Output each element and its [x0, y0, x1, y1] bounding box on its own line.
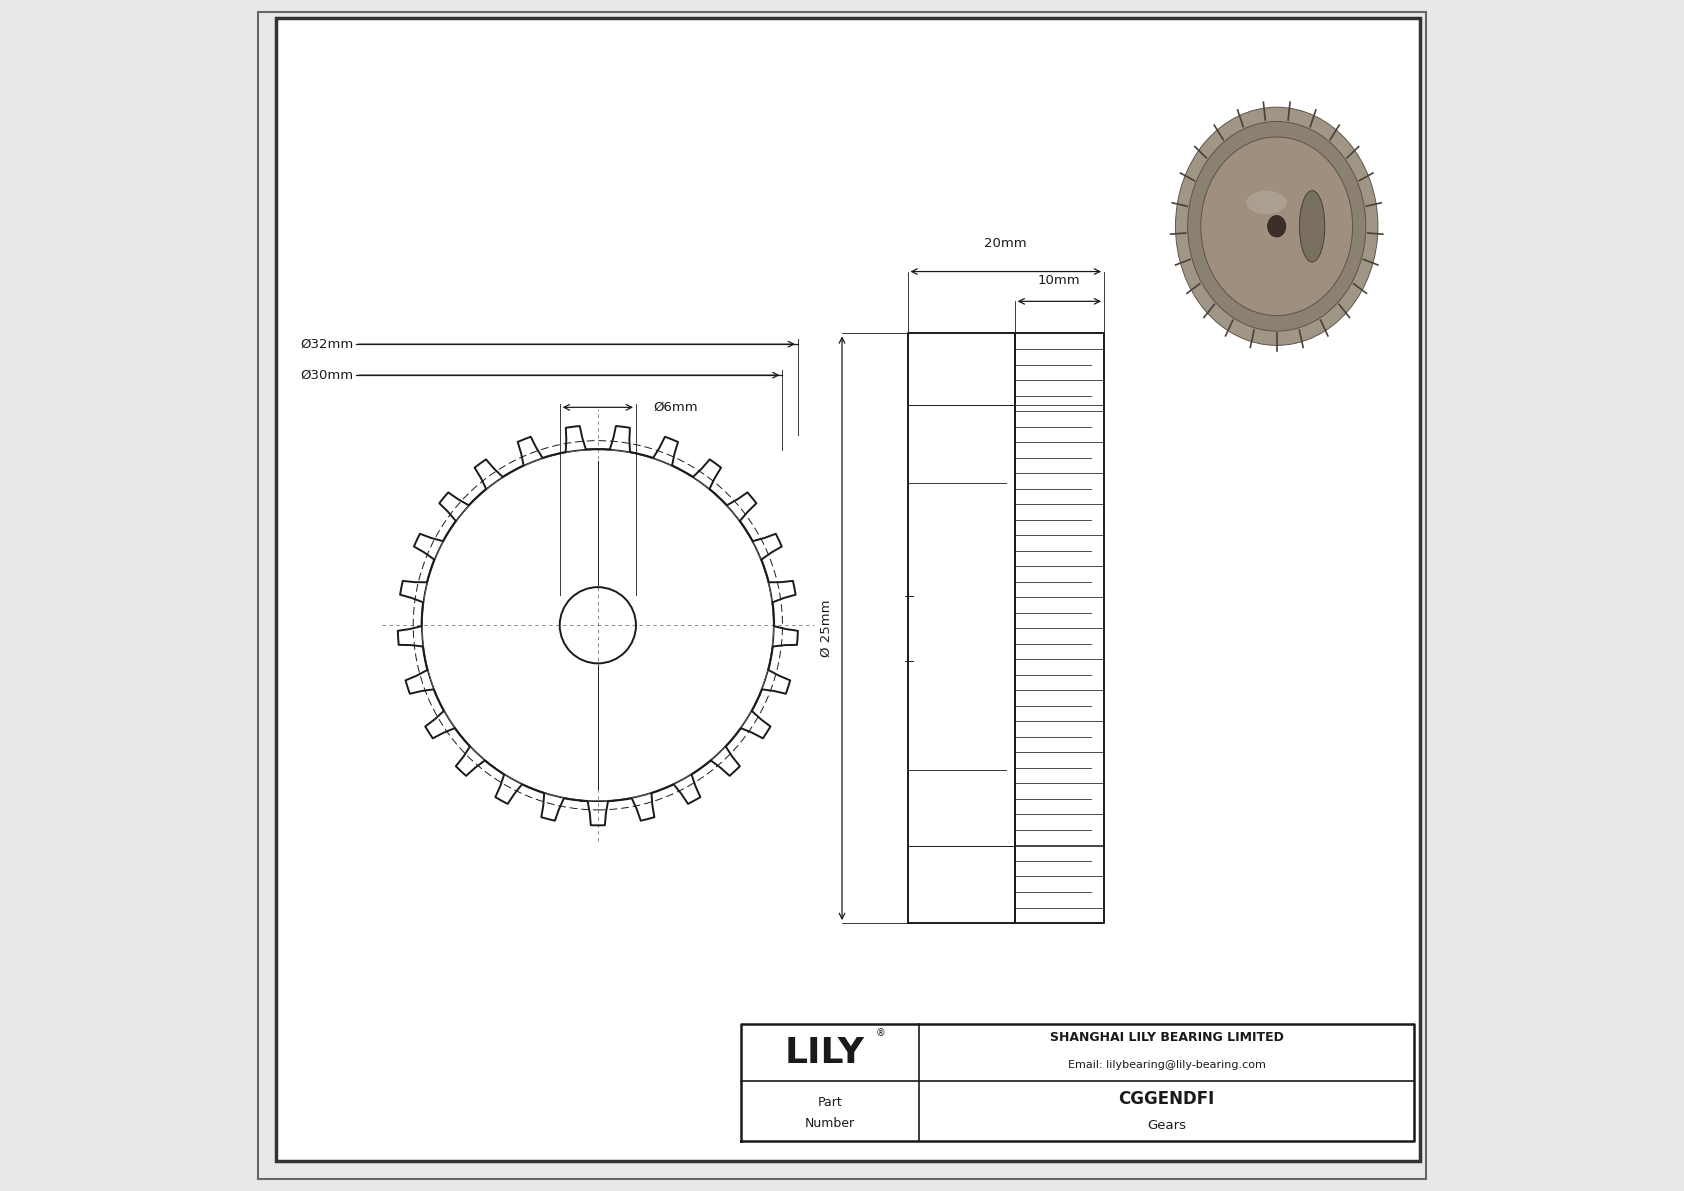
Text: Gears: Gears — [1147, 1120, 1186, 1131]
Text: Number: Number — [805, 1117, 855, 1129]
Text: ®: ® — [876, 1028, 886, 1037]
Text: Ø32mm: Ø32mm — [300, 338, 354, 350]
Text: Ø6mm: Ø6mm — [653, 401, 699, 413]
Text: SHANGHAI LILY BEARING LIMITED: SHANGHAI LILY BEARING LIMITED — [1049, 1031, 1283, 1043]
Text: Email: lilybearing@lily-bearing.com: Email: lilybearing@lily-bearing.com — [1068, 1060, 1265, 1070]
Text: Part: Part — [818, 1097, 842, 1109]
Ellipse shape — [1300, 191, 1325, 262]
Text: LILY: LILY — [785, 1036, 864, 1070]
Ellipse shape — [1175, 107, 1378, 345]
Text: CGGENDFI: CGGENDFI — [1118, 1090, 1214, 1109]
Text: 10mm: 10mm — [1037, 274, 1081, 287]
Text: 20mm: 20mm — [985, 237, 1027, 250]
Text: Ø30mm: Ø30mm — [300, 369, 354, 381]
Ellipse shape — [1268, 216, 1287, 237]
Text: Ø 25mm: Ø 25mm — [820, 599, 832, 657]
Ellipse shape — [1187, 121, 1366, 331]
Ellipse shape — [1246, 191, 1287, 214]
Ellipse shape — [1201, 137, 1352, 316]
